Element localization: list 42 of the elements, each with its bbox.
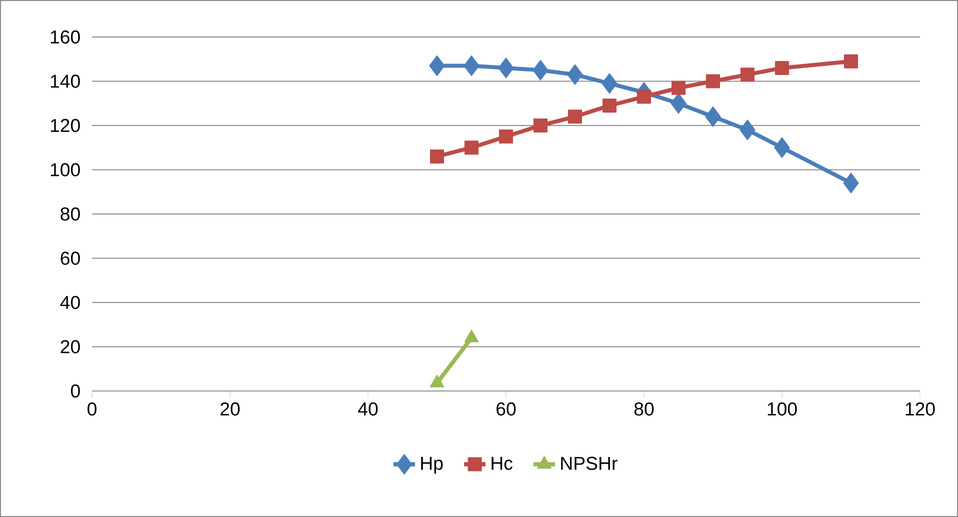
point	[602, 73, 618, 94]
point	[568, 110, 582, 124]
x-tick-label: 100	[768, 402, 797, 416]
point	[534, 118, 548, 132]
legend-label: Hp	[421, 456, 443, 474]
y-tick-label: 120	[50, 118, 80, 132]
y-tick-label: 160	[50, 30, 80, 44]
legend-label: Hc	[492, 456, 512, 470]
y-tick-label: 20	[60, 340, 80, 354]
point	[498, 58, 514, 78]
point	[671, 80, 686, 95]
x-tick-label: 60	[496, 402, 516, 416]
point	[740, 120, 756, 140]
point	[429, 55, 445, 76]
point	[705, 106, 721, 127]
point	[774, 137, 790, 158]
x-tick-label: 20	[220, 402, 240, 416]
x-tick-label: 40	[358, 402, 378, 416]
y-tick-label: 100	[50, 163, 80, 176]
point	[636, 90, 652, 104]
point	[843, 172, 859, 194]
y-tick-label: 40	[60, 296, 80, 310]
y-tick-label: 80	[60, 207, 80, 221]
point	[670, 93, 686, 114]
point	[844, 54, 858, 68]
x-tick-label: 120	[906, 402, 935, 416]
point	[464, 140, 479, 155]
point	[499, 130, 513, 144]
y-tick-label: 140	[50, 74, 80, 88]
point	[430, 149, 444, 164]
point	[567, 64, 583, 85]
point	[706, 74, 720, 88]
point	[602, 98, 616, 113]
y-tick-label: 60	[60, 252, 80, 265]
y-tick-label: 0	[70, 384, 80, 398]
point	[532, 60, 548, 81]
legend-label: NPSHr	[561, 456, 618, 470]
point	[740, 68, 754, 82]
x-tick-label: 80	[634, 402, 654, 416]
point	[464, 55, 480, 76]
point	[774, 60, 789, 75]
x-tick-label: 0	[88, 402, 96, 416]
